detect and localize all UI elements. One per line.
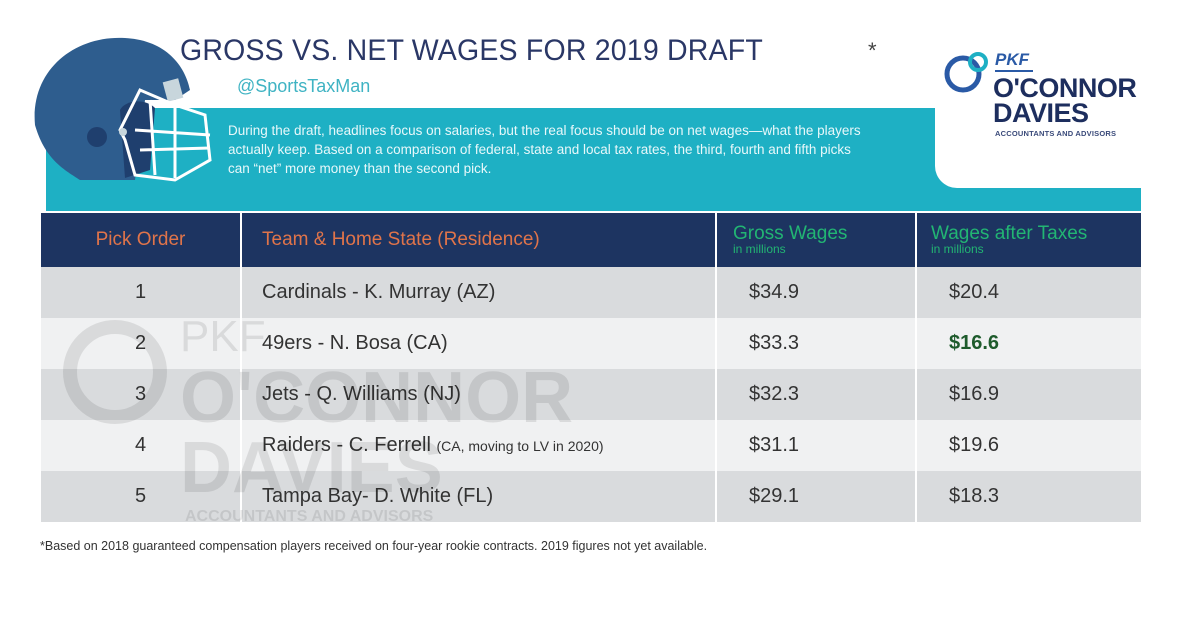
team-cell: Tampa Bay- D. White (FL) — [240, 471, 716, 522]
title-asterisk: * — [868, 38, 877, 63]
logo-pkf: PKF — [995, 50, 1029, 69]
pick-cell: 3 — [41, 369, 241, 420]
table-row: 1 Cardinals - K. Murray (AZ) $34.9 $20.4 — [41, 267, 1141, 318]
header-pick-order: Pick Order — [41, 213, 241, 267]
table-row: 3 Jets - Q. Williams (NJ) $32.3 $16.9 — [41, 369, 1141, 420]
logo-underline — [995, 70, 1033, 72]
header-net: Wages after Taxes in millions — [915, 213, 1141, 267]
table-row: 5 Tampa Bay- D. White (FL) $29.1 $18.3 — [41, 471, 1141, 522]
net-cell: $20.4 — [915, 267, 1141, 318]
net-cell: $19.6 — [915, 420, 1141, 471]
pick-cell: 2 — [41, 318, 241, 369]
company-logo: PKF O'CONNOR DAVIES ACCOUNTANTS AND ADVI… — [943, 46, 1153, 146]
gross-cell: $29.1 — [715, 471, 916, 522]
pick-cell: 4 — [41, 420, 241, 471]
header-pick-label: Pick Order — [95, 229, 186, 250]
header-gross-label: Gross Wages in millions — [733, 223, 915, 255]
logo-oconnor: O'CONNOR — [993, 73, 1137, 103]
net-cell: $16.9 — [915, 369, 1141, 420]
team-name: 49ers - N. Bosa (CA) — [262, 332, 448, 354]
gross-title: Gross Wages — [733, 223, 848, 244]
gross-cell: $34.9 — [715, 267, 916, 318]
logo-tagline: ACCOUNTANTS AND ADVISORS — [995, 129, 1117, 138]
team-name: Raiders - C. Ferrell — [262, 434, 437, 456]
table-row: 2 49ers - N. Bosa (CA) $33.3 $16.6 — [41, 318, 1141, 369]
pick-cell: 1 — [41, 267, 241, 318]
page-title: GROSS VS. NET WAGES FOR 2019 DRAFT — [180, 34, 763, 67]
gross-cell: $33.3 — [715, 318, 916, 369]
net-sub: in millions — [931, 242, 984, 256]
header-gross: Gross Wages in millions — [715, 213, 916, 267]
banner-notch — [935, 96, 1145, 188]
intro-paragraph: During the draft, headlines focus on sal… — [228, 123, 861, 176]
table-row: 4 Raiders - C. Ferrell (CA, moving to LV… — [41, 420, 1141, 471]
logo-davies: DAVIES — [993, 98, 1089, 128]
header-team-label: Team & Home State (Residence) — [262, 229, 540, 250]
footnote: *Based on 2018 guaranteed compensation p… — [40, 539, 708, 553]
wages-table: Pick Order Team & Home State (Residence)… — [41, 213, 1141, 522]
team-cell: Cardinals - K. Murray (AZ) — [240, 267, 716, 318]
net-cell-highlighted: $16.6 — [915, 318, 1141, 369]
header-team: Team & Home State (Residence) — [240, 213, 716, 267]
team-note: (CA, moving to LV in 2020) — [436, 438, 604, 454]
table-header-row: Pick Order Team & Home State (Residence)… — [41, 213, 1141, 267]
pick-cell: 5 — [41, 471, 241, 522]
team-cell: 49ers - N. Bosa (CA) — [240, 318, 716, 369]
team-name: Tampa Bay- D. White (FL) — [262, 485, 494, 507]
team-name: Jets - Q. Williams (NJ) — [262, 383, 461, 405]
gross-cell: $31.1 — [715, 420, 916, 471]
gross-sub: in millions — [733, 242, 786, 256]
team-name: Cardinals - K. Murray (AZ) — [262, 281, 496, 303]
team-cell: Jets - Q. Williams (NJ) — [240, 369, 716, 420]
net-title: Wages after Taxes — [931, 223, 1088, 244]
gross-cell: $32.3 — [715, 369, 916, 420]
team-cell: Raiders - C. Ferrell (CA, moving to LV i… — [240, 420, 716, 471]
header-net-label: Wages after Taxes in millions — [931, 223, 1141, 255]
net-cell: $18.3 — [915, 471, 1141, 522]
twitter-handle: @SportsTaxMan — [237, 76, 371, 96]
pkf-rings-icon — [944, 52, 988, 93]
football-helmet-icon — [34, 37, 212, 182]
